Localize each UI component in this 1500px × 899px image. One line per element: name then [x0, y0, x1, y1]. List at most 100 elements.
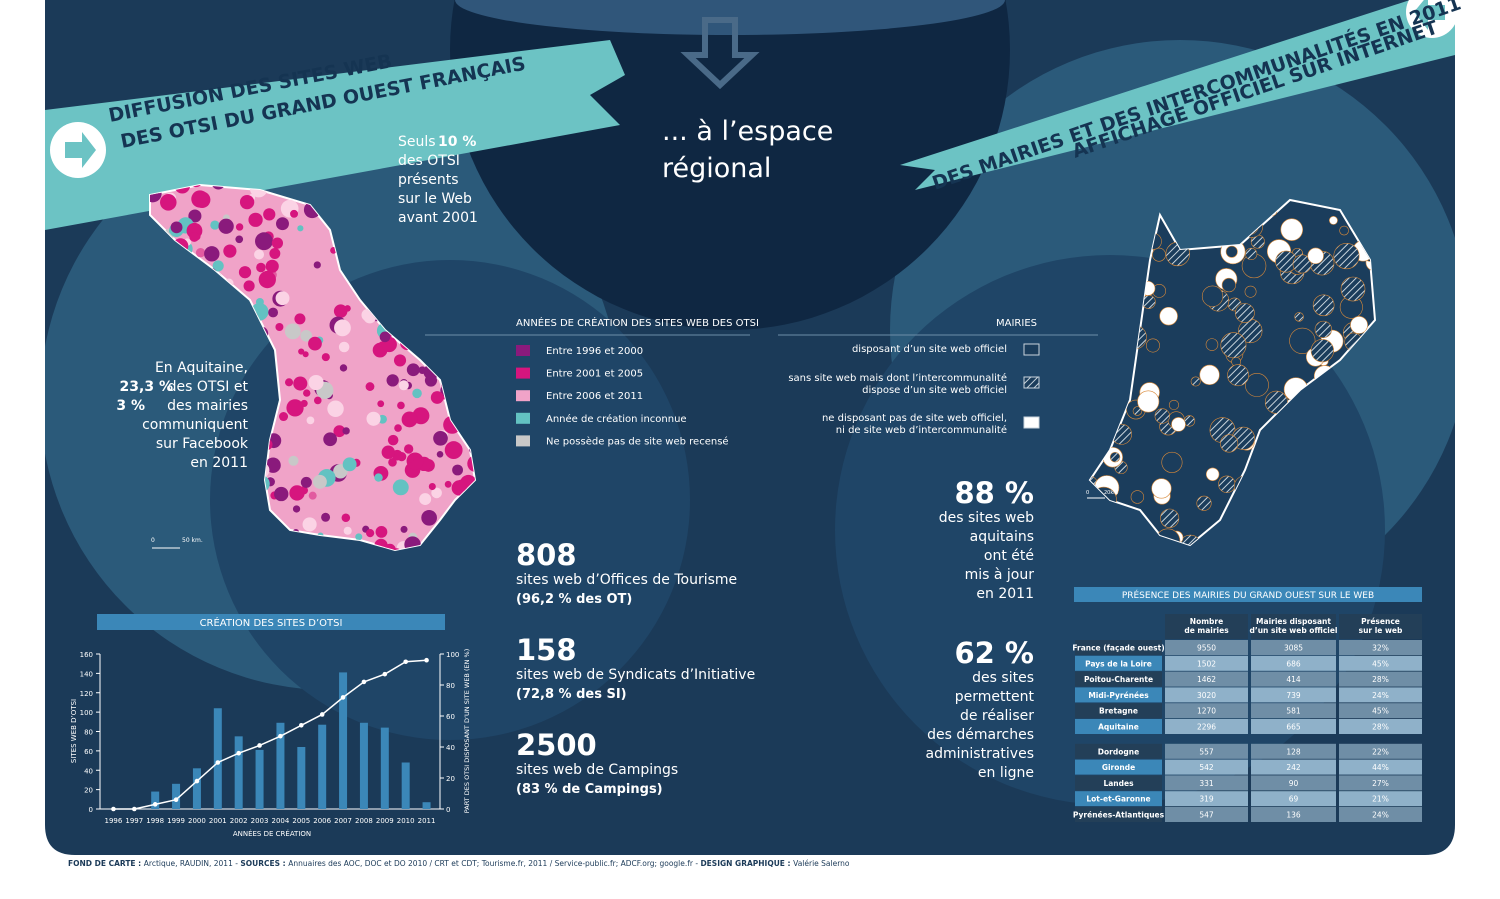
- table-cell: [1339, 640, 1422, 655]
- table-text: 1462: [1197, 675, 1216, 684]
- table-header: Nombre: [1190, 617, 1223, 626]
- bar: [276, 722, 285, 809]
- stat-text: sites web de Campings: [516, 762, 678, 778]
- table-title-bar: [1074, 587, 1422, 602]
- table-header-cell: [1339, 614, 1422, 639]
- map-cell: [1201, 285, 1224, 307]
- line-point: [152, 802, 158, 807]
- map-cell: [1294, 312, 1304, 322]
- x-tick-label: 2010: [397, 817, 415, 825]
- map-cell: [355, 533, 363, 541]
- map-cell: [333, 425, 346, 438]
- y2-tick-label: 40: [446, 744, 455, 752]
- stat-text: permettent: [955, 689, 1035, 705]
- table-cell: [1339, 759, 1422, 775]
- map-cell: [433, 430, 448, 446]
- map-cell: [401, 411, 418, 428]
- x-tick-label: 2008: [355, 817, 373, 825]
- map-cell: [313, 261, 321, 269]
- stat-text: aquitains: [970, 529, 1034, 545]
- table-header-cell: [1251, 614, 1336, 639]
- stat-number: 158: [516, 633, 577, 667]
- line-point: [403, 659, 408, 665]
- table-cell: [1251, 640, 1336, 655]
- table-cell: [1251, 759, 1336, 775]
- map-cell: [1244, 373, 1269, 397]
- map-cell: [189, 231, 200, 242]
- table-text: 547: [1199, 811, 1214, 820]
- x-tick-label: 2004: [272, 817, 290, 825]
- table-cell: [1075, 759, 1162, 775]
- table-text: 128: [1286, 747, 1301, 756]
- legend-label: Entre 2001 et 2005: [546, 369, 643, 380]
- table-cell: [1165, 703, 1248, 719]
- table-cell: [1165, 640, 1248, 655]
- map-cell: [421, 509, 437, 526]
- table-cell: [1251, 719, 1336, 734]
- bar: [297, 747, 306, 809]
- x-tick-label: 1999: [167, 817, 185, 825]
- table-text: 331: [1199, 779, 1214, 788]
- bar: [255, 749, 264, 809]
- line-point: [132, 806, 137, 812]
- map-cell: [306, 416, 315, 425]
- map-cell: [452, 464, 463, 476]
- table-text: 45%: [1372, 707, 1389, 716]
- map-cell: [394, 424, 402, 432]
- legend-swatch: [1023, 416, 1040, 429]
- table-cell: [1075, 791, 1162, 807]
- stat-text: sites web de Syndicats d’Initiative: [516, 667, 755, 683]
- stat-number: 62 %: [954, 636, 1034, 670]
- note: sur Facebook: [156, 436, 249, 452]
- map-cell: [344, 305, 351, 312]
- table-text: 242: [1286, 763, 1301, 772]
- x-tick-label: 2006: [313, 817, 331, 825]
- table-text: 22%: [1372, 747, 1389, 756]
- map-cell: [235, 223, 244, 231]
- line-point: [257, 743, 262, 748]
- map-cell: [308, 491, 317, 500]
- y-tick-label: 0: [89, 806, 93, 814]
- map-cell: [1160, 508, 1180, 528]
- map-cell: [397, 401, 405, 410]
- map-cell: [254, 249, 265, 260]
- map-cell: [431, 487, 442, 499]
- table-text: 28%: [1372, 723, 1389, 732]
- table-cell: [1165, 807, 1248, 822]
- table-text: 44%: [1372, 763, 1389, 772]
- map-cell: [365, 382, 375, 391]
- legend-title: ANNÉES DE CRÉATION DES SITES WEB DES OTS…: [516, 316, 759, 329]
- bg-circle: [450, 0, 1010, 330]
- bar: [359, 722, 368, 809]
- legend-label: ne disposant pas de site web officiel,: [822, 413, 1007, 424]
- stat-number: 2500: [516, 728, 597, 762]
- footer-part: Valérie Salerno: [793, 859, 850, 868]
- note: Seuls: [398, 134, 436, 150]
- ribbon-arrow: [65, 132, 96, 168]
- footer-part: FOND DE CARTE :: [68, 859, 144, 868]
- line-point: [278, 733, 283, 739]
- table-text: 45%: [1372, 659, 1389, 668]
- legend-label: disposant d’un site web officiel: [852, 344, 1007, 355]
- map-cell: [1205, 338, 1219, 351]
- table-text: France (façade ouest): [1072, 644, 1164, 653]
- map-cell: [374, 473, 383, 482]
- note: des OTSI et: [168, 379, 249, 395]
- table-cell: [1165, 687, 1248, 703]
- table-text: 28%: [1372, 675, 1389, 684]
- map-cell: [412, 388, 422, 399]
- map-cell: [1221, 277, 1236, 293]
- map-cell: [290, 209, 299, 218]
- x-tick-label: 2001: [209, 817, 227, 825]
- map-cell: [274, 486, 289, 502]
- stat-note: (83 % de Campings): [516, 782, 663, 797]
- table-text: Aquitaine: [1098, 723, 1139, 732]
- stat-text: administratives: [926, 746, 1034, 762]
- y-tick-label: 80: [84, 729, 93, 737]
- table-cell: [1075, 719, 1162, 734]
- map-cell: [1350, 316, 1368, 334]
- table-cell: [1075, 703, 1162, 719]
- chart-title-bar: [97, 614, 445, 630]
